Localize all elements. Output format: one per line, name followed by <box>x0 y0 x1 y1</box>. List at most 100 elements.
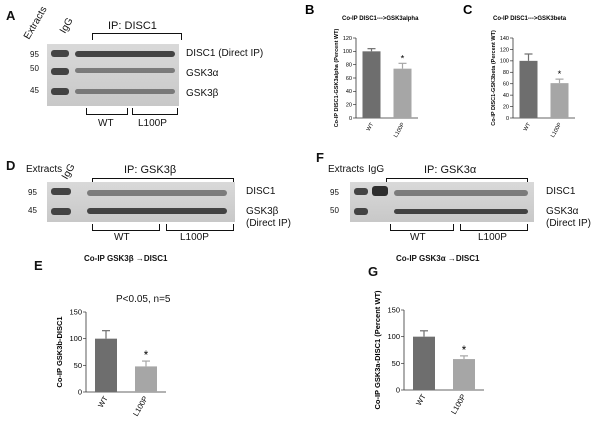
x-tick-label: L100P <box>393 122 406 139</box>
band-label-gsk3b: GSK3β <box>246 206 279 217</box>
mw-45: 45 <box>30 86 39 95</box>
wt-label: WT <box>98 118 114 129</box>
panel-label: D <box>6 158 16 173</box>
ip-label: IP: DISC1 <box>108 20 157 32</box>
l100p-bracket <box>460 224 528 231</box>
y-axis-label: Co-IP DISC1-GSK3beta (Percent WT) <box>491 30 497 126</box>
ip-label: IP: GSK3α <box>424 164 477 176</box>
y-axis-label: Co-IP GSK3a-DISC1 (Percent WT) <box>373 290 382 410</box>
x-tick-label: L100P <box>449 393 468 416</box>
l100p-label: L100P <box>478 232 507 243</box>
y-tick-label: 150 <box>387 306 400 315</box>
mw-95: 95 <box>28 188 37 197</box>
extracts-label: Extracts <box>22 4 50 42</box>
l100p-bracket <box>166 224 234 231</box>
y-tick-label: 40 <box>503 93 509 99</box>
chart-c: C Co-IP DISC1--->GSK3beta 0 20 40 60 80 100 120 1… <box>455 0 610 150</box>
bar-wt <box>95 338 117 392</box>
l100p-bracket <box>132 108 178 115</box>
y-axis-label: Co-IP DISC1-GSK3alpha (Percent WT) <box>334 29 340 128</box>
chart-title: Co-IP DISC1--->GSK3alpha <box>342 16 419 22</box>
significance-star: * <box>401 53 405 64</box>
ip-bracket <box>92 178 234 185</box>
y-tick-label: 100 <box>387 332 400 341</box>
x-tick-label: WT <box>366 121 376 132</box>
ip-label: IP: GSK3β <box>124 164 177 176</box>
panel-label-e: E <box>34 258 43 273</box>
bar-wt <box>519 60 538 118</box>
x-tick-label: WT <box>96 394 110 409</box>
band-label-gsk3b: GSK3β <box>186 88 219 99</box>
y-tick-label: 140 <box>500 36 509 42</box>
igg-label: IgG <box>60 162 78 182</box>
band-label-gsk3a: GSK3α <box>186 68 219 79</box>
mw-50: 50 <box>30 64 39 73</box>
igg-label: IgG <box>58 16 76 36</box>
igg-label: IgG <box>368 164 385 175</box>
bar-l100p <box>135 366 157 392</box>
ip-bracket <box>92 33 182 40</box>
extracts-label: Extracts <box>328 164 365 175</box>
panel-d: D Extracts IgG IP: GSK3β 95 45 DISC1 GSK… <box>0 150 310 250</box>
western-blot-image <box>47 182 235 222</box>
chart-e-title: Co-IP GSK3β →DISC1 <box>84 254 168 263</box>
y-tick-label: 50 <box>392 359 400 368</box>
panel-label: A <box>6 8 16 23</box>
panel-label: F <box>316 150 324 165</box>
panel-label-b: B <box>305 2 314 17</box>
y-tick-label: 120 <box>343 36 352 42</box>
bar-wt <box>413 336 435 390</box>
ip-bracket <box>386 178 528 185</box>
chart-g-title: Co-IP GSK3α →DISC1 <box>396 254 480 263</box>
chart-e: E Co-IP GSK3β →DISC1 P<0.05, n=5 0 50 100 1… <box>0 250 300 431</box>
y-tick-label: 60 <box>346 76 352 82</box>
bar-l100p <box>393 68 412 118</box>
band-label-disc1: DISC1 (Direct IP) <box>186 48 264 59</box>
y-tick-label: 0 <box>78 388 82 397</box>
x-tick-label: L100P <box>550 122 563 139</box>
y-tick-label: 100 <box>69 334 82 343</box>
wt-bracket <box>390 224 454 231</box>
band-label-direct-ip: (Direct IP) <box>246 218 291 229</box>
band-label-disc1: DISC1 <box>546 186 576 197</box>
band-label-disc1: DISC1 <box>246 186 276 197</box>
mw-95: 95 <box>30 50 39 59</box>
wt-label: WT <box>410 232 426 243</box>
band-label-gsk3a: GSK3α <box>546 206 579 217</box>
y-tick-label: 50 <box>74 361 82 370</box>
western-blot-image <box>350 182 534 222</box>
bar-wt <box>362 51 381 119</box>
y-tick-label: 40 <box>346 89 352 95</box>
y-tick-label: 80 <box>503 70 509 76</box>
y-tick-label: 20 <box>346 103 352 109</box>
y-tick-label: 120 <box>500 47 509 53</box>
chart-e-svg: 0 50 100 150 Co-IP GSK3b-DISC1 WT * L100P <box>55 308 166 418</box>
chart-e-annotation: P<0.05, n=5 <box>116 294 171 305</box>
y-tick-label: 80 <box>346 63 352 69</box>
mw-95: 95 <box>330 188 339 197</box>
chart-g: G Co-IP GSK3α →DISC1 0 50 100 150 Co-IP GSK3… <box>310 250 614 431</box>
wt-bracket <box>92 224 160 231</box>
chart-g-svg: 0 50 100 150 Co-IP GSK3a-DISC1 (Percent WT) W… <box>373 290 484 416</box>
band-label-direct-ip: (Direct IP) <box>546 218 591 229</box>
y-tick-label: 0 <box>506 116 509 122</box>
mw-50: 50 <box>330 206 339 215</box>
mw-45: 45 <box>28 206 37 215</box>
x-tick-label: WT <box>523 121 533 132</box>
y-tick-label: 100 <box>343 49 352 55</box>
bar-l100p <box>550 83 569 118</box>
y-tick-label: 100 <box>500 59 509 65</box>
y-tick-label: 0 <box>396 386 400 395</box>
y-tick-label: 150 <box>69 308 82 317</box>
significance-star: * <box>462 345 467 357</box>
panel-label-c: C <box>463 2 473 17</box>
x-tick-label: L100P <box>131 395 150 418</box>
western-blot-image <box>47 44 179 106</box>
chart-title: Co-IP DISC1--->GSK3beta <box>493 16 567 22</box>
y-axis-label: Co-IP GSK3b-DISC1 <box>55 316 64 387</box>
chart-b-svg: B Co-IP DISC1--->GSK3alpha 0 20 40 60 80 100 120… <box>305 2 419 139</box>
extracts-label: Extracts <box>26 164 63 175</box>
significance-star: * <box>558 69 562 80</box>
l100p-label: L100P <box>180 232 209 243</box>
significance-star: * <box>144 350 149 362</box>
